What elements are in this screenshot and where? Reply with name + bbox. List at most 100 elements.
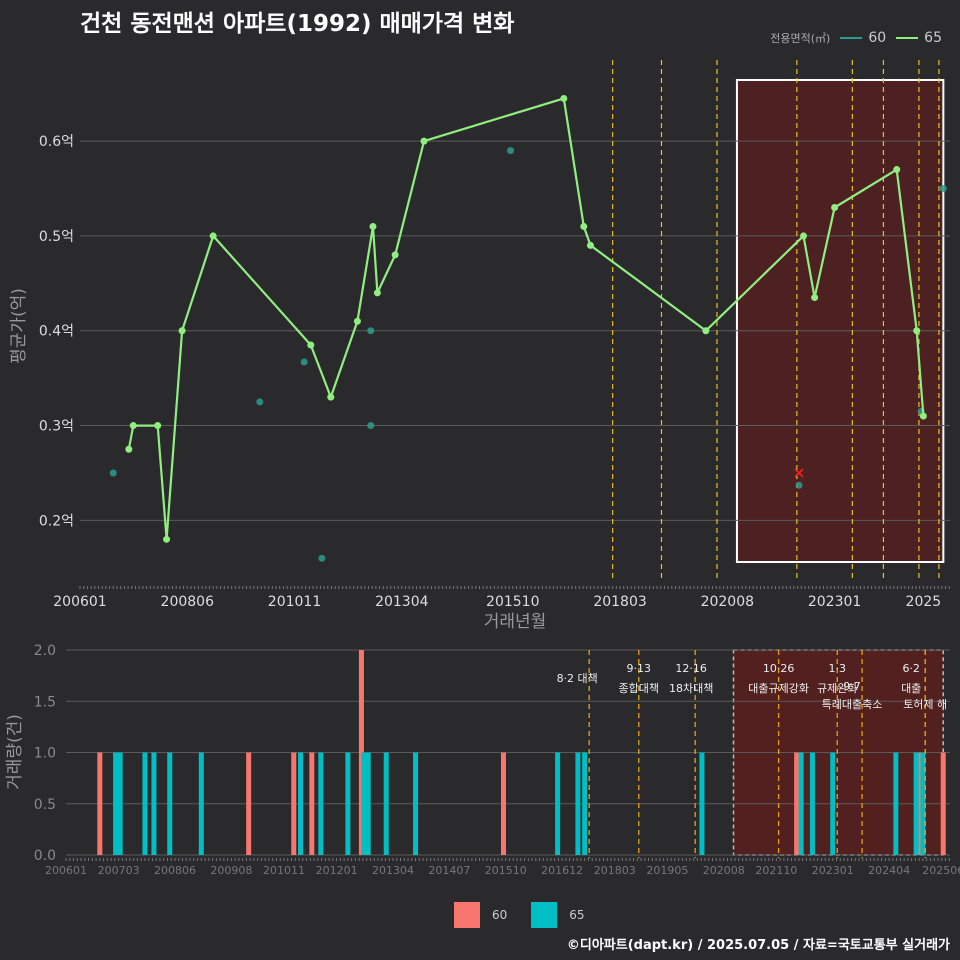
bar-65 <box>920 752 926 855</box>
legend-bottom-label-65: 65 <box>569 908 585 922</box>
series-65-point <box>307 341 315 349</box>
x-tick-label: 202404 <box>868 864 910 877</box>
series-60-point <box>109 469 117 477</box>
y-tick-label: 0.3억 <box>39 419 74 435</box>
series-60-point <box>367 422 375 430</box>
policy-date-label: 9·13 <box>627 662 652 675</box>
series-60-point <box>795 481 803 489</box>
x-tick-label: 200703 <box>98 864 140 877</box>
legend-bottom: 60 65 <box>454 902 609 928</box>
series-60-point <box>256 398 264 406</box>
series-65-point <box>125 445 133 453</box>
bar-60 <box>291 752 297 855</box>
series-65-point <box>580 222 588 230</box>
bar-65 <box>830 752 836 855</box>
bar-65 <box>361 752 367 855</box>
bar-60 <box>940 752 946 855</box>
bar-65 <box>151 752 157 855</box>
x-tick-label: 2025 <box>906 594 942 610</box>
bar-65 <box>699 752 705 855</box>
series-65-point <box>831 203 839 211</box>
x-tick-label: 202301 <box>808 594 861 610</box>
legend-bottom-label-60: 60 <box>492 908 508 922</box>
x-tick-label: 202008 <box>703 864 745 877</box>
series-65-point <box>369 222 377 230</box>
bar-65 <box>298 752 304 855</box>
bar-65 <box>365 752 371 855</box>
policy-text-label: 특례대출축소 <box>822 698 883 711</box>
bar-65 <box>798 752 804 855</box>
bar-65 <box>345 752 351 855</box>
series-65-point <box>327 393 335 401</box>
series-60-point <box>300 358 308 366</box>
series-65-point <box>420 137 428 145</box>
bar-65 <box>555 752 561 855</box>
x-tick-label: 200806 <box>161 594 215 610</box>
legend-label-65: 65 <box>924 30 942 46</box>
highlight-region <box>735 79 945 563</box>
x-tick-label: 201803 <box>594 864 636 877</box>
series-65-point <box>913 327 921 335</box>
series-65-point <box>391 251 399 259</box>
y-tick-label: 0.5 <box>34 797 56 813</box>
x-tick-label: 202110 <box>755 864 797 877</box>
policy-date-label: 6·2 <box>902 662 920 675</box>
x-tick-label: 201304 <box>375 594 429 610</box>
series-65-point <box>353 317 361 325</box>
series-65-point <box>811 294 819 302</box>
y-axis-title: 거래량(건) <box>5 714 25 790</box>
x-tick-label: 201510 <box>485 864 527 877</box>
legend-top-title: 전용면적(㎡) <box>770 32 831 45</box>
policy-text-label: 대출규제강화 <box>748 682 809 695</box>
x-tick-label: 201510 <box>486 594 539 610</box>
series-65-point <box>154 422 162 430</box>
series-65-point <box>893 166 901 174</box>
series-65-point <box>919 412 927 420</box>
x-tick-label: 201011 <box>268 594 321 610</box>
series-65-point <box>586 241 594 249</box>
legend-label-60: 60 <box>868 30 887 46</box>
y-tick-label: 0.4억 <box>39 324 74 340</box>
bar-65 <box>198 752 204 855</box>
y-axis-title: 평균가(억) <box>9 288 29 364</box>
y-tick-label: 0.6억 <box>39 134 74 150</box>
bar-60 <box>97 752 103 855</box>
policy-text-label: 대출 <box>901 682 921 695</box>
policy-text-label: 종합대책 <box>619 682 659 695</box>
x-tick-label: 201407 <box>428 864 470 877</box>
x-tick-label: 200806 <box>154 864 196 877</box>
series-65-point <box>209 232 217 240</box>
bar-65 <box>413 752 419 855</box>
policy-text-label: 18차대책 <box>669 682 713 695</box>
y-tick-label: 2.0 <box>34 643 56 659</box>
bar-65 <box>318 752 324 855</box>
legend-key-65 <box>896 37 919 39</box>
series-60-point <box>318 554 326 562</box>
bar-65 <box>142 752 148 855</box>
bar-60 <box>309 752 315 855</box>
chart-title: 건천 동전맨션 아파트(1992) 매매가격 변화 <box>80 11 515 37</box>
bar-65 <box>809 752 815 855</box>
y-tick-label: 0.0 <box>34 848 56 864</box>
y-tick-label: 0.5억 <box>39 229 74 245</box>
marker-x <box>794 468 804 478</box>
series-60-point <box>367 327 375 335</box>
bar-65 <box>167 752 173 855</box>
y-tick-label: 1.5 <box>34 694 56 710</box>
bar-60 <box>500 752 506 855</box>
series-65-point <box>373 289 381 297</box>
policy-date-label: 9·7 <box>843 680 861 693</box>
bar-65 <box>113 752 119 855</box>
legend-bottom-key-65 <box>531 902 558 928</box>
x-tick-label: 200601 <box>53 594 106 610</box>
legend-bottom-key-60 <box>454 902 480 928</box>
x-tick-label: 202008 <box>701 594 754 610</box>
legend-top: 전용면적(㎡) 60 65 <box>770 30 952 46</box>
policy-date-label: 12·16 <box>675 662 707 675</box>
x-tick-label: 200601 <box>45 864 87 877</box>
policy-text-label: 8·2 대책 <box>557 672 598 685</box>
series-65-point <box>163 535 171 543</box>
x-tick-label: 201201 <box>316 864 358 877</box>
